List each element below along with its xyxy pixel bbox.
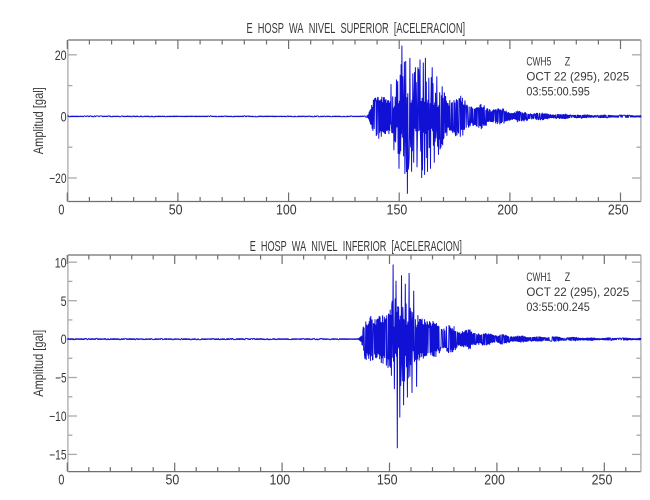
svg-text:−5: −5 (55, 370, 67, 386)
svg-text:100: 100 (276, 202, 297, 219)
svg-text:200: 200 (497, 202, 518, 219)
svg-text:200: 200 (484, 472, 505, 489)
svg-text:150: 150 (377, 472, 398, 489)
svg-text:E HOSP WA NIVEL INFERIOR: E HOSP WA NIVEL INFERIOR [ACELERACION] (250, 238, 462, 255)
svg-text:0: 0 (61, 109, 67, 125)
svg-text:03:55:00.595: 03:55:00.595 (526, 85, 590, 99)
svg-text:Z: Z (565, 55, 571, 69)
svg-text:0: 0 (58, 472, 64, 489)
svg-text:E HOSP WA NIVEL SUPERIOR: E HOSP WA NIVEL SUPERIOR [ACELERACION] (246, 20, 465, 37)
svg-text:150: 150 (387, 202, 408, 219)
svg-text:03:55:00.245: 03:55:00.245 (526, 300, 590, 314)
svg-text:100: 100 (269, 472, 290, 489)
svg-text:250: 250 (592, 472, 613, 489)
svg-text:5: 5 (61, 293, 67, 309)
svg-text:−20: −20 (49, 170, 67, 186)
svg-text:−10: −10 (49, 408, 67, 424)
svg-text:250: 250 (608, 202, 629, 219)
svg-text:OCT 22 (295), 2025: OCT 22 (295), 2025 (526, 285, 629, 299)
svg-text:CWH5: CWH5 (526, 55, 551, 69)
svg-text:0: 0 (61, 331, 67, 347)
svg-text:−15: −15 (49, 447, 67, 463)
svg-text:50: 50 (169, 202, 183, 219)
svg-text:20: 20 (55, 47, 67, 63)
svg-text:10: 10 (55, 254, 67, 270)
svg-text:Amplitud [gal]: Amplitud [gal] (31, 330, 46, 397)
svg-text:OCT 22 (295), 2025: OCT 22 (295), 2025 (526, 70, 629, 84)
svg-text:Z: Z (565, 270, 571, 284)
svg-text:Amplitud [gal]: Amplitud [gal] (31, 87, 46, 154)
svg-text:0: 0 (58, 202, 64, 219)
svg-text:CWH1: CWH1 (526, 270, 551, 284)
svg-text:50: 50 (166, 472, 180, 489)
